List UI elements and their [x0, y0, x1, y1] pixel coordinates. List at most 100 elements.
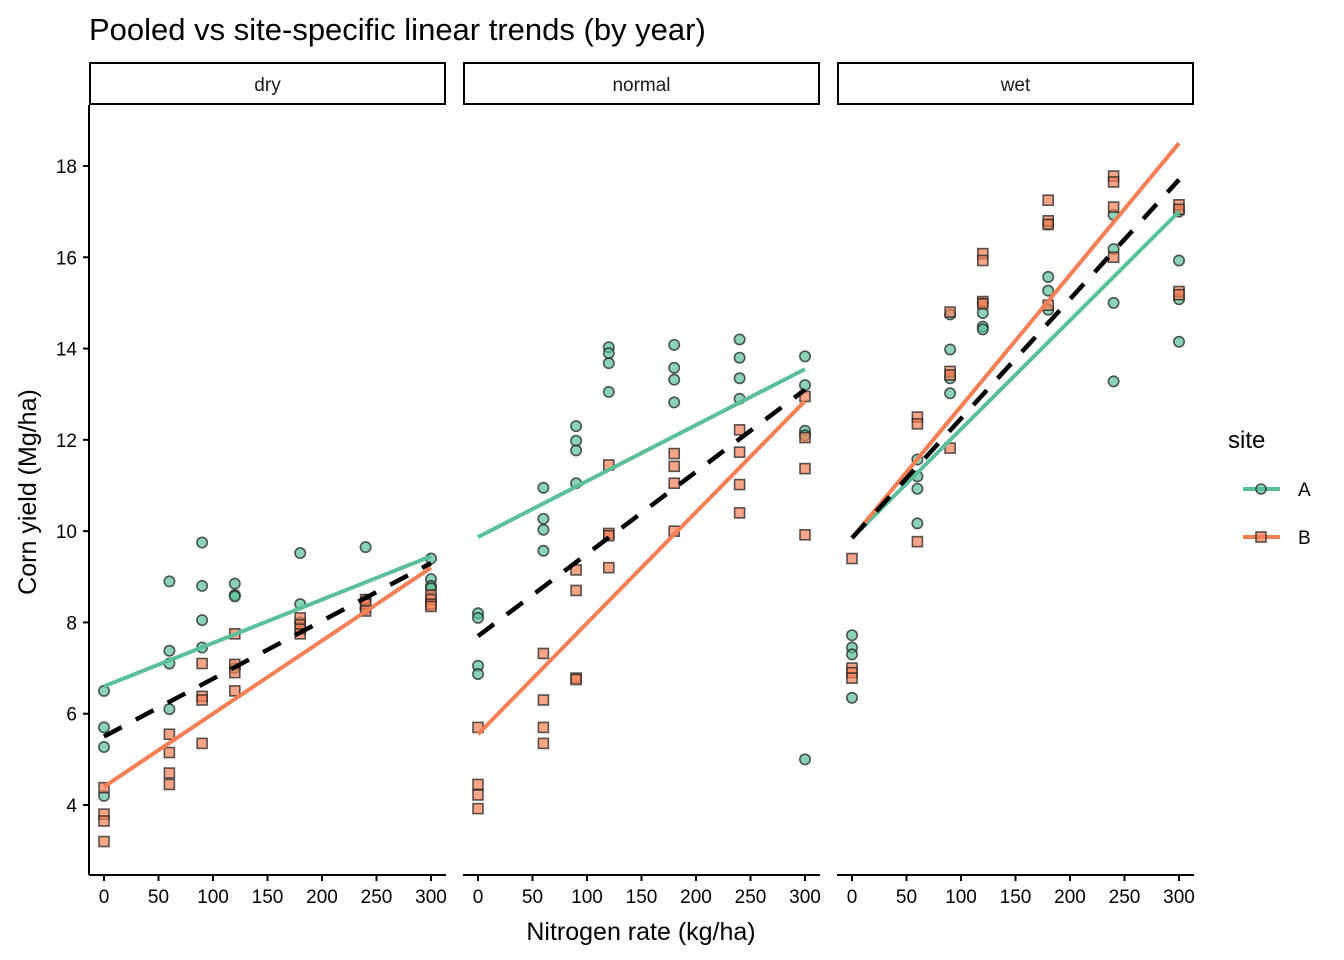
y-axis-title: Corn yield (Mg/ha) [14, 389, 42, 595]
data-point-site-b [570, 673, 582, 686]
data-point-site-a [668, 338, 681, 351]
data-point-site-b [944, 369, 956, 381]
panel-dry: dry 0 50 100 150 200 250 300 4 6 8 10 12 14 16 18 [56, 62, 447, 908]
data-point-site-b [911, 535, 924, 548]
data-point-site-a [359, 541, 372, 554]
x-tick-label: 200 [306, 887, 338, 908]
data-point-site-a [602, 357, 615, 370]
data-point-site-b [196, 657, 208, 670]
fit-line-pooled [102, 561, 433, 739]
data-point-site-a [98, 741, 111, 754]
data-point-site-a [537, 481, 550, 494]
data-point-site-b [1107, 176, 1120, 188]
facet-strip-label: normal [612, 75, 670, 96]
y-tick-label: 14 [56, 340, 78, 361]
chart-title: Pooled vs site-specific linear trends (b… [89, 12, 706, 47]
x-tick-label: 250 [1109, 887, 1141, 908]
legend-square-marker [1255, 531, 1267, 543]
legend-title: site [1228, 427, 1265, 454]
data-point-site-a [471, 611, 484, 624]
data-point-site-b [472, 778, 484, 791]
data-point-site-b [1173, 288, 1185, 301]
facet-strip [837, 62, 1194, 105]
data-point-site-b [537, 694, 550, 706]
data-point-site-a [228, 590, 241, 603]
fit-line-site-a [477, 367, 806, 539]
data-point-site-a [1173, 335, 1186, 348]
facet-strip [89, 62, 446, 105]
data-point-site-a [911, 517, 924, 530]
facet-strip [463, 62, 820, 105]
x-tick-label: 50 [896, 887, 917, 908]
legend-label: B [1298, 528, 1311, 549]
panel-normal: normal 0 50 100 150 200 250 300 [463, 62, 821, 908]
data-point-site-b [976, 254, 989, 267]
data-point-site-a [163, 703, 176, 716]
x-tick-label: 250 [735, 887, 767, 908]
data-point-site-a [537, 544, 550, 557]
fit-line-site-a [850, 210, 1181, 540]
data-point-site-b [537, 647, 550, 660]
data-point-site-a [294, 547, 307, 560]
data-point-site-b [472, 802, 484, 815]
data-point-site-b [733, 507, 746, 519]
x-tick-label: 150 [252, 887, 284, 908]
points-group [98, 536, 437, 848]
x-tick-label: 300 [415, 887, 447, 908]
x-tick-label: 200 [1054, 887, 1086, 908]
y-tick-label: 16 [56, 248, 77, 269]
x-tick-label: 0 [847, 887, 858, 908]
data-point-site-a [944, 343, 957, 356]
data-point-site-b [425, 600, 437, 613]
data-point-site-a [1107, 375, 1120, 388]
data-point-site-b [98, 781, 110, 794]
fit-line-pooled [850, 178, 1181, 540]
data-point-site-b [799, 462, 811, 475]
data-point-site-b [976, 298, 989, 310]
data-point-site-a [845, 629, 858, 642]
fit-line-pooled [476, 387, 807, 638]
x-tick-label: 100 [945, 887, 977, 908]
data-point-site-a [668, 373, 681, 386]
x-tick-label: 300 [789, 887, 821, 908]
data-point-site-b [668, 447, 681, 460]
data-point-site-a [163, 575, 176, 588]
legend-item-b: B [1243, 528, 1311, 549]
data-point-site-a [798, 350, 811, 363]
data-point-site-b [602, 529, 615, 542]
data-point-site-a [537, 523, 550, 536]
legend-circle-marker [1255, 483, 1267, 495]
data-point-site-b [472, 789, 484, 801]
data-point-site-a [733, 351, 746, 364]
x-axis-title: Nitrogen rate (kg/ha) [526, 918, 755, 946]
data-point-site-a [1173, 254, 1186, 267]
y-tick-label: 12 [56, 431, 77, 452]
data-point-site-a [944, 387, 957, 400]
data-point-site-a [798, 379, 811, 392]
data-point-site-a [602, 385, 615, 398]
data-point-site-b [163, 767, 176, 779]
data-point-site-a [570, 420, 583, 433]
panel-wet: wet 0 50 100 150 200 250 300 [837, 62, 1195, 908]
data-point-site-b [668, 477, 681, 490]
data-point-site-b [163, 746, 176, 759]
data-point-site-a [196, 579, 209, 592]
data-point-site-b [1042, 194, 1054, 207]
points-group [845, 170, 1186, 704]
data-point-site-a [537, 512, 550, 525]
data-point-site-a [976, 323, 989, 336]
fit-line-site-b [850, 141, 1181, 540]
data-point-site-a [570, 444, 583, 457]
data-point-site-a [668, 361, 681, 374]
data-point-site-a [845, 691, 858, 704]
x-tick-label: 100 [571, 887, 603, 908]
data-point-site-b [944, 306, 956, 318]
fit-line-site-a [103, 554, 432, 689]
data-point-site-a [733, 333, 746, 346]
data-point-site-b [570, 584, 582, 597]
data-point-site-a [196, 536, 209, 549]
data-point-site-a [163, 644, 176, 657]
x-tick-label: 250 [361, 887, 393, 908]
y-tick-label: 6 [66, 705, 77, 726]
data-point-site-b [846, 552, 858, 565]
